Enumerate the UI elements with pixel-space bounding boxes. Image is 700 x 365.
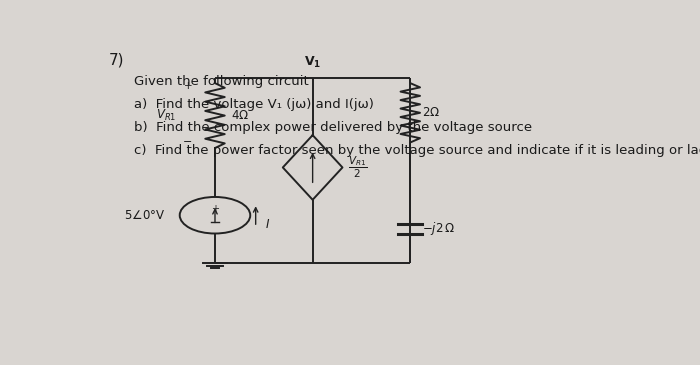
Text: c)  Find the power factor seen by the voltage source and indicate if it is leadi: c) Find the power factor seen by the vol… — [134, 144, 700, 157]
Text: $I$: $I$ — [265, 218, 271, 231]
Text: $\mathbf{V_1}$: $\mathbf{V_1}$ — [304, 55, 321, 70]
Text: $4\Omega$: $4\Omega$ — [231, 109, 249, 122]
Text: a)  Find the voltage V₁ (jω) and I(jω): a) Find the voltage V₁ (jω) and I(jω) — [134, 98, 374, 111]
Text: $V_{R1}$: $V_{R1}$ — [156, 108, 176, 123]
Text: +: + — [183, 81, 192, 91]
Text: 7): 7) — [109, 52, 125, 67]
Text: $2\Omega$: $2\Omega$ — [422, 106, 440, 119]
Text: $-j2\,\Omega$: $-j2\,\Omega$ — [422, 220, 455, 237]
Text: b)  Find the complex power delivered by the voltage source: b) Find the complex power delivered by t… — [134, 121, 532, 134]
Text: $\dfrac{V_{R1}}{2}$: $\dfrac{V_{R1}}{2}$ — [348, 155, 367, 180]
Text: Given the following circuit: Given the following circuit — [134, 75, 309, 88]
Text: $5\angle 0°\mathrm{V}$: $5\angle 0°\mathrm{V}$ — [124, 209, 165, 222]
Text: −: − — [183, 137, 192, 147]
Text: +: + — [211, 204, 219, 214]
